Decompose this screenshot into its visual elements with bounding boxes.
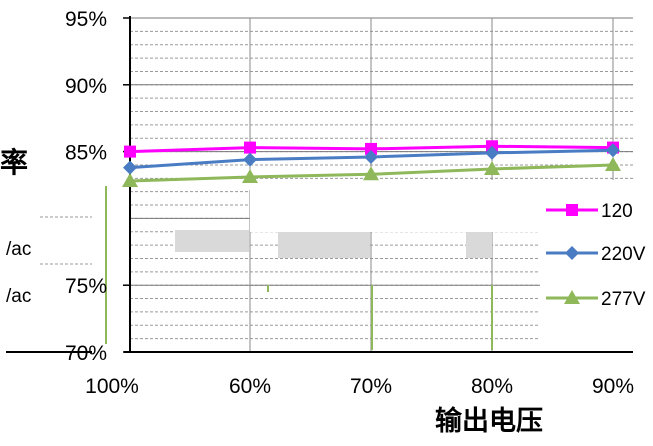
data-point-square (365, 142, 377, 155)
data-point-diamond (123, 160, 137, 175)
x-tick-label: 60% (229, 375, 271, 398)
data-point-diamond (485, 145, 499, 160)
data-point-triangle (363, 166, 379, 181)
data-point-diamond (243, 152, 257, 167)
data-point-square (124, 145, 136, 158)
artifact-left-panel (6, 186, 106, 352)
data-point-triangle (484, 160, 500, 175)
series-layer (122, 140, 621, 350)
y-tick-label: 95% (65, 8, 107, 31)
artifact-block (278, 232, 370, 258)
artifact-block (466, 232, 492, 258)
legend-marker (566, 204, 578, 216)
x-tick-label: 80% (471, 375, 513, 398)
x-tick-label: 90% (592, 375, 634, 398)
legend-label: 277V (601, 289, 646, 310)
y-tick-label: 90% (65, 75, 107, 98)
legend: 120 220V 277V (540, 186, 653, 351)
data-point-square (244, 141, 256, 154)
legend-label: 120 (601, 201, 633, 222)
x-tick-label-extra: 100% (85, 375, 139, 398)
data-point-triangle (242, 168, 258, 183)
data-point-triangle (122, 172, 138, 187)
left-panel-label-1: /ac (6, 239, 31, 260)
legend-box (540, 186, 653, 351)
y-tick-label: 70% (65, 342, 107, 365)
artifact-cover (250, 186, 540, 232)
y-axis-label: 率 (0, 146, 28, 178)
y-tick-label: 85% (65, 142, 107, 165)
x-tick-label: 70% (350, 375, 392, 398)
data-point-diamond (364, 149, 378, 164)
artifact-strip (0, 180, 653, 190)
legend-marker (565, 246, 579, 260)
legend-label: 220V (601, 244, 646, 265)
left-panel-label-2: /ac (6, 286, 31, 307)
render-artifacts (0, 180, 653, 353)
legend-marker (564, 290, 580, 304)
axes: 70% 75% 85% 90% 95% 60% 70% 80% 90% (65, 8, 634, 398)
artifact-block (175, 230, 249, 252)
data-point-triangle (605, 156, 621, 171)
data-point-diamond (606, 143, 620, 158)
y-tick-label: 75% (65, 275, 107, 298)
x-axis-label: 输出电压 (435, 405, 543, 436)
